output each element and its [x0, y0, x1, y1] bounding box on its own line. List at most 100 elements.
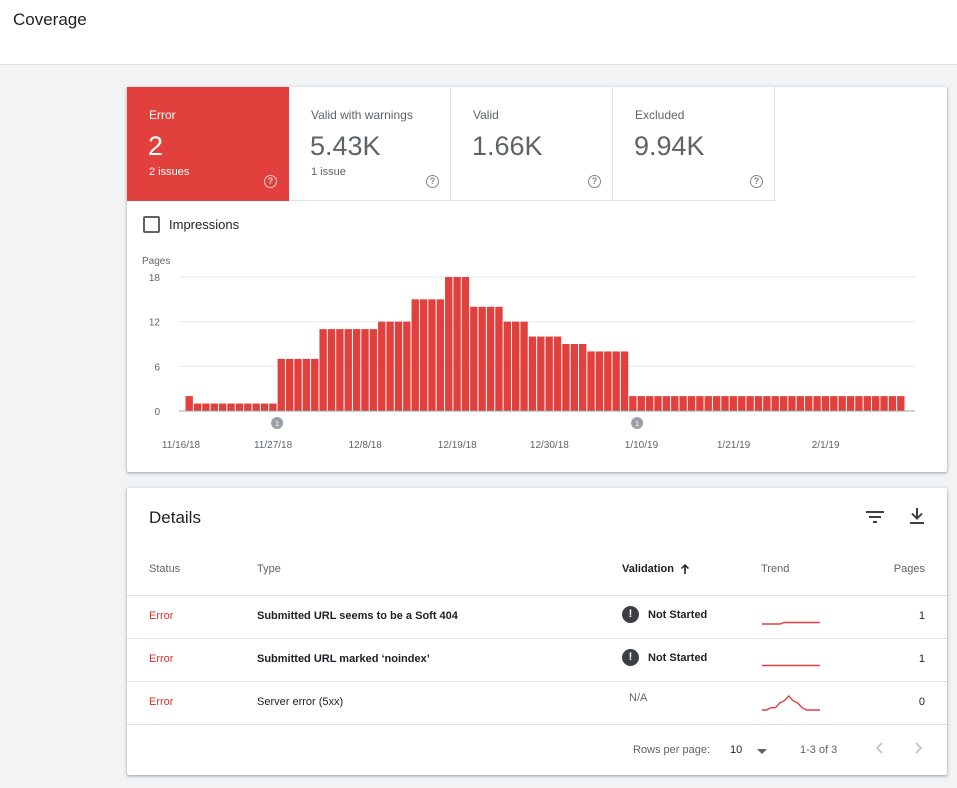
bar: [235, 403, 244, 411]
x-tick-label: 12/19/18: [438, 440, 477, 451]
sort-arrow-up-icon: [680, 564, 689, 574]
validation-status: Not Started: [648, 608, 708, 621]
filter-icon[interactable]: [863, 504, 887, 528]
bar: [386, 321, 394, 411]
bar: [587, 351, 595, 411]
rows-per-page-select[interactable]: 10: [730, 744, 743, 756]
bar: [369, 329, 378, 411]
help-icon[interactable]: ?: [588, 175, 601, 188]
bar: [779, 396, 788, 411]
x-tick-label: 1/10/19: [625, 440, 659, 451]
bar: [604, 351, 612, 411]
tile-sub: 2 issues: [149, 166, 190, 178]
row-status: Error: [149, 696, 174, 708]
bar: [319, 329, 327, 411]
bar: [419, 299, 428, 411]
bar: [788, 396, 796, 411]
bar: [461, 277, 470, 411]
tile-label: Valid: [473, 108, 499, 122]
table-row[interactable]: Error Submitted URL marked ‘noindex’ ! N…: [127, 638, 947, 681]
column-header-type[interactable]: Type: [257, 563, 281, 575]
x-tick-label: 11/27/18: [254, 440, 293, 451]
tile-sub: 1 issue: [311, 166, 346, 178]
impressions-label: Impressions: [169, 217, 240, 232]
tile-value: 2: [148, 131, 164, 161]
bar: [888, 396, 897, 411]
annotation-marker-label: 1: [635, 421, 639, 428]
trend-sparkline: [762, 621, 820, 625]
bar: [277, 358, 285, 411]
x-tick-label: 12/8/18: [348, 440, 382, 451]
tile-error[interactable]: Error 2 2 issues ?: [127, 87, 289, 201]
bar: [428, 299, 436, 411]
bar: [738, 396, 746, 411]
column-header-status[interactable]: Status: [149, 563, 181, 575]
bar: [570, 344, 578, 411]
bar: [897, 396, 905, 411]
bar: [553, 336, 562, 411]
row-validation: ! Not Started: [622, 649, 707, 666]
bar: [880, 396, 888, 411]
bar: [662, 396, 671, 411]
x-tick-label: 2/1/19: [812, 440, 840, 451]
bar: [855, 396, 863, 411]
x-tick-label: 1/21/19: [717, 440, 751, 451]
validation-status: Not Started: [648, 651, 708, 664]
impressions-checkbox[interactable]: [143, 216, 160, 233]
trend-sparkline: [762, 694, 820, 711]
bar: [537, 336, 545, 411]
tile-valid[interactable]: Valid 1.66K ?: [451, 87, 613, 201]
chevron-right-icon[interactable]: [910, 740, 926, 756]
annotation-marker: [271, 417, 284, 429]
bar: [512, 321, 520, 411]
bar: [411, 299, 419, 411]
bar: [503, 321, 512, 411]
help-icon[interactable]: ?: [264, 175, 277, 188]
row-status: Error: [149, 653, 174, 665]
bar: [763, 396, 771, 411]
bar: [269, 403, 277, 411]
row-pages: 0: [918, 696, 925, 708]
tile-label: Excluded: [635, 108, 685, 122]
tile-excluded[interactable]: Excluded 9.94K ?: [613, 87, 775, 201]
pagination-range: 1-3 of 3: [800, 744, 838, 756]
column-header-validation[interactable]: Validation: [622, 563, 691, 575]
column-header-pages[interactable]: Pages: [893, 563, 925, 575]
bar: [813, 396, 821, 411]
bar: [838, 396, 846, 411]
rows-per-page-label: Rows per page:: [633, 744, 711, 756]
help-icon[interactable]: ?: [426, 175, 439, 188]
bar: [244, 403, 252, 411]
x-tick-label: 11/16/18: [162, 440, 201, 451]
column-header-trend[interactable]: Trend: [761, 563, 790, 575]
row-type: Submitted URL seems to be a Soft 404: [257, 610, 458, 622]
table-row[interactable]: Error Submitted URL seems to be a Soft 4…: [127, 595, 947, 638]
row-type: Submitted URL marked ‘noindex’: [257, 653, 430, 665]
tile-label: Valid with warnings: [311, 108, 413, 122]
download-icon[interactable]: [905, 504, 929, 528]
bar: [445, 277, 453, 411]
bar: [872, 396, 880, 411]
y-axis-label: Pages: [142, 256, 170, 267]
bar: [520, 321, 528, 411]
tile-valid-with-warnings[interactable]: Valid with warnings 5.43K 1 issue ?: [289, 87, 451, 201]
row-status: Error: [149, 610, 174, 622]
impressions-toggle[interactable]: Impressions: [143, 216, 239, 233]
annotation-marker-label: 1: [275, 421, 279, 428]
bar: [210, 403, 218, 411]
table-row[interactable]: Error Server error (5xx) N/A 0: [127, 681, 947, 724]
bar: [260, 403, 269, 411]
bar: [679, 396, 687, 411]
chevron-left-icon[interactable]: [872, 740, 888, 756]
bar: [470, 306, 478, 411]
bar: [202, 403, 210, 411]
bar: [403, 321, 411, 411]
bar: [545, 336, 553, 411]
sparkline-line: [762, 694, 820, 711]
bar: [436, 299, 445, 411]
help-icon[interactable]: ?: [750, 175, 763, 188]
row-validation: N/A: [622, 692, 647, 704]
y-tick-label: 6: [154, 362, 160, 373]
chevron-down-icon[interactable]: [757, 749, 767, 754]
details-card: Details Status Type Validation Trend Pag…: [127, 488, 947, 775]
